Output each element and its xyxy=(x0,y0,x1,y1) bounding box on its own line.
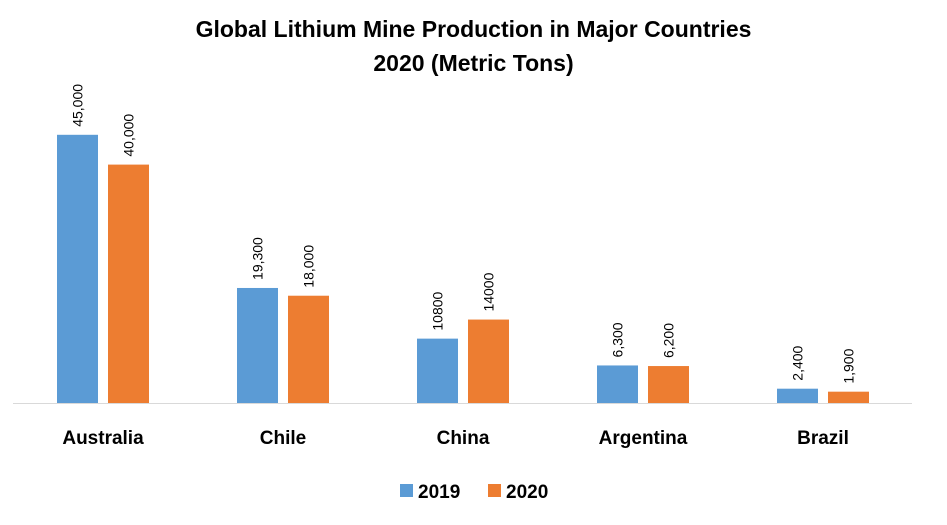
bar-2019-brazil xyxy=(777,388,818,403)
data-label: 14000 xyxy=(481,272,497,311)
data-label: 6,200 xyxy=(661,323,677,358)
legend-swatch-2019 xyxy=(400,484,413,497)
bar-2019-chile xyxy=(237,287,278,403)
data-label: 2,400 xyxy=(790,345,806,380)
data-label: 1,900 xyxy=(841,348,857,383)
bar-2020-argentina xyxy=(648,366,689,403)
data-label: 18,000 xyxy=(301,245,317,288)
title-line-1: Global Lithium Mine Production in Major … xyxy=(195,16,752,42)
x-tick-label: Chile xyxy=(260,428,306,449)
x-tick-label: Argentina xyxy=(599,428,688,449)
data-label: 10800 xyxy=(430,291,446,330)
bar-2020-australia xyxy=(108,164,149,403)
bar-2020-chile xyxy=(288,295,329,403)
bar-2020-brazil xyxy=(828,391,869,403)
bar-2019-argentina xyxy=(597,365,638,403)
data-label: 40,000 xyxy=(121,114,137,157)
data-label: 45,000 xyxy=(70,84,86,127)
x-tick-label: China xyxy=(437,428,490,449)
legend-label: 2019 xyxy=(418,482,460,503)
bar-2019-china xyxy=(417,338,458,403)
legend-label: 2020 xyxy=(506,482,548,503)
data-label: 6,300 xyxy=(610,322,626,357)
bar-2019-australia xyxy=(57,134,98,404)
x-tick-label: Brazil xyxy=(797,428,849,449)
data-label: 19,300 xyxy=(250,237,266,280)
title-line-2: 2020 (Metric Tons) xyxy=(373,50,574,76)
legend-swatch-2020 xyxy=(488,484,501,497)
bar-2020-china xyxy=(468,319,509,403)
x-tick-label: Australia xyxy=(62,428,144,449)
chart-title: Global Lithium Mine Production in Major … xyxy=(0,12,947,80)
